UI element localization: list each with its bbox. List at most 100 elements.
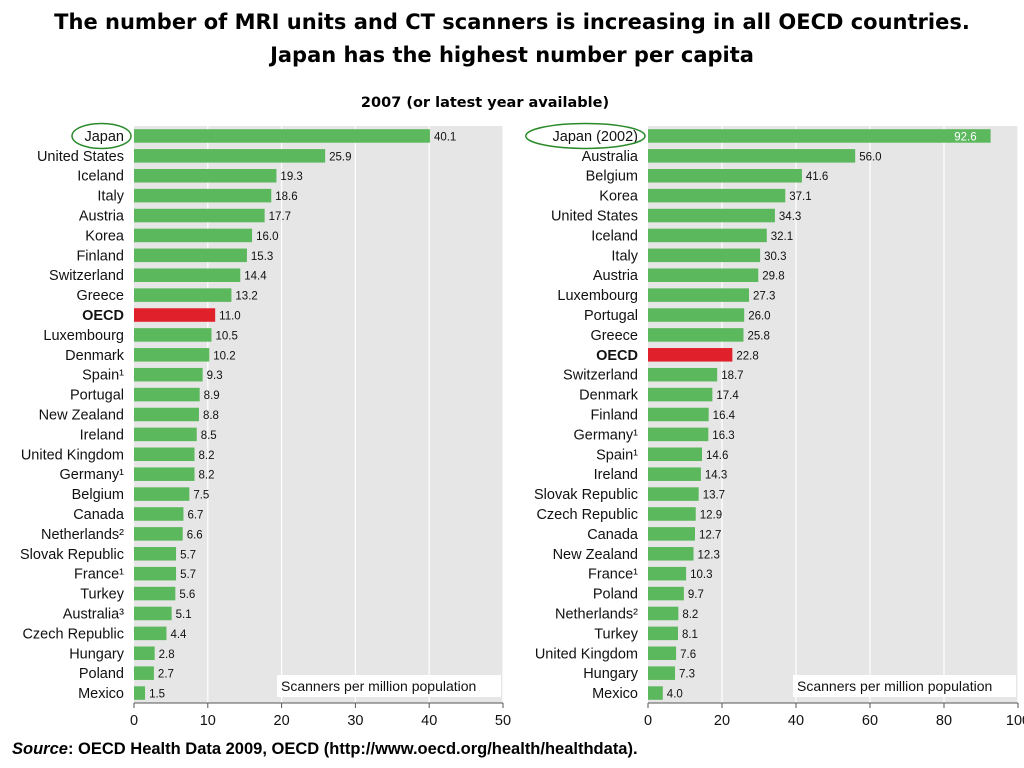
unit-label: Scanners per million population [281,678,476,694]
value-label: 26.0 [748,311,770,323]
bar [648,387,713,402]
category-label: Switzerland [49,268,124,284]
value-label: 8.2 [682,609,698,621]
x-tick-label: 0 [644,713,652,729]
value-label: 4.0 [667,689,683,701]
bar [134,288,232,302]
bar [648,248,761,263]
category-label: Luxembourg [43,328,124,344]
bar [648,228,767,243]
value-label: 19.3 [280,171,302,183]
bar [134,507,184,521]
x-tick-label: 40 [421,713,437,729]
value-label: 12.7 [699,529,721,541]
value-label: 8.1 [682,629,698,641]
category-label: United Kingdom [535,646,638,662]
category-label: OECD [82,308,124,324]
category-label: Denmark [579,388,639,404]
value-label: 6.7 [187,509,203,521]
category-label: Turkey [80,587,125,603]
x-tick-label: 0 [130,713,138,729]
category-label: Korea [599,189,639,205]
bar [134,188,272,203]
bar [648,168,802,183]
category-label: Spain¹ [596,447,638,463]
bar [134,248,247,263]
category-label: Denmark [65,348,125,364]
bar [134,407,199,422]
bar [648,527,695,541]
source-note: Source: OECD Health Data 2009, OECD (htt… [12,740,638,759]
category-label: Ireland [80,427,124,443]
title-line-2: Japan has the highest number per capita [270,43,754,67]
bar [648,666,676,680]
x-tick-label: 40 [788,713,804,729]
value-label: 16.3 [712,430,734,442]
category-label: Belgium [586,169,638,185]
unit-label-box [793,675,1016,697]
category-label: Italy [611,248,638,264]
highlight-circle [525,122,646,150]
value-label: 8.2 [199,470,215,482]
bar [134,348,210,362]
category-label: New Zealand [39,408,124,424]
value-label: 2.7 [158,669,174,681]
value-label: 34.3 [779,211,801,223]
bar [134,686,146,700]
value-label: 8.8 [203,410,219,422]
bar [134,447,195,462]
category-label: Switzerland [563,368,638,384]
category-label: Slovak Republic [534,487,638,503]
bar [134,427,197,442]
bar [648,487,699,501]
category-label: Australia [582,149,639,165]
bar [648,547,694,561]
bar [648,288,750,302]
bar [134,487,190,501]
bar [134,606,172,621]
category-label: United States [37,149,124,165]
bar [648,606,679,621]
value-label: 6.6 [187,529,203,541]
value-label: 13.7 [703,490,725,502]
bar-highlight [648,348,733,362]
category-label: Ireland [594,467,638,483]
value-label: 12.3 [698,549,720,561]
category-label: Greece [590,328,638,344]
source-label: Source [12,740,68,758]
category-label: Korea [85,228,125,244]
category-label: Australia³ [63,606,124,622]
value-label: 7.5 [193,490,209,502]
bar [134,228,253,243]
x-tick-label: 50 [495,713,511,729]
bar [134,646,155,661]
x-tick-label: 80 [936,713,952,729]
bar [648,149,856,163]
category-label: Greece [76,288,124,304]
value-label: 40.1 [434,131,456,143]
value-label: 8.5 [201,430,217,442]
x-tick-label: 10 [200,713,216,729]
bar [134,129,430,143]
bar [648,367,718,382]
category-label: United States [551,209,638,225]
value-label: 16.0 [256,231,278,243]
bar [134,586,176,601]
value-label: 32.1 [771,231,793,243]
category-label: Japan [84,129,124,145]
category-label: Luxembourg [557,288,638,304]
category-label: Belgium [72,487,124,503]
bar [648,129,991,143]
page-title: The number of MRI units and CT scanners … [0,6,1024,72]
bar [648,447,703,462]
x-tick-label: 100 [1006,713,1024,729]
category-label: Canada [587,527,639,543]
category-label: Iceland [591,228,638,244]
value-label: 18.6 [275,191,297,203]
value-label: 2.8 [159,649,175,661]
unit-label-box [277,675,501,697]
bar [134,268,241,282]
value-label: 13.2 [235,291,257,303]
bar [648,188,786,203]
